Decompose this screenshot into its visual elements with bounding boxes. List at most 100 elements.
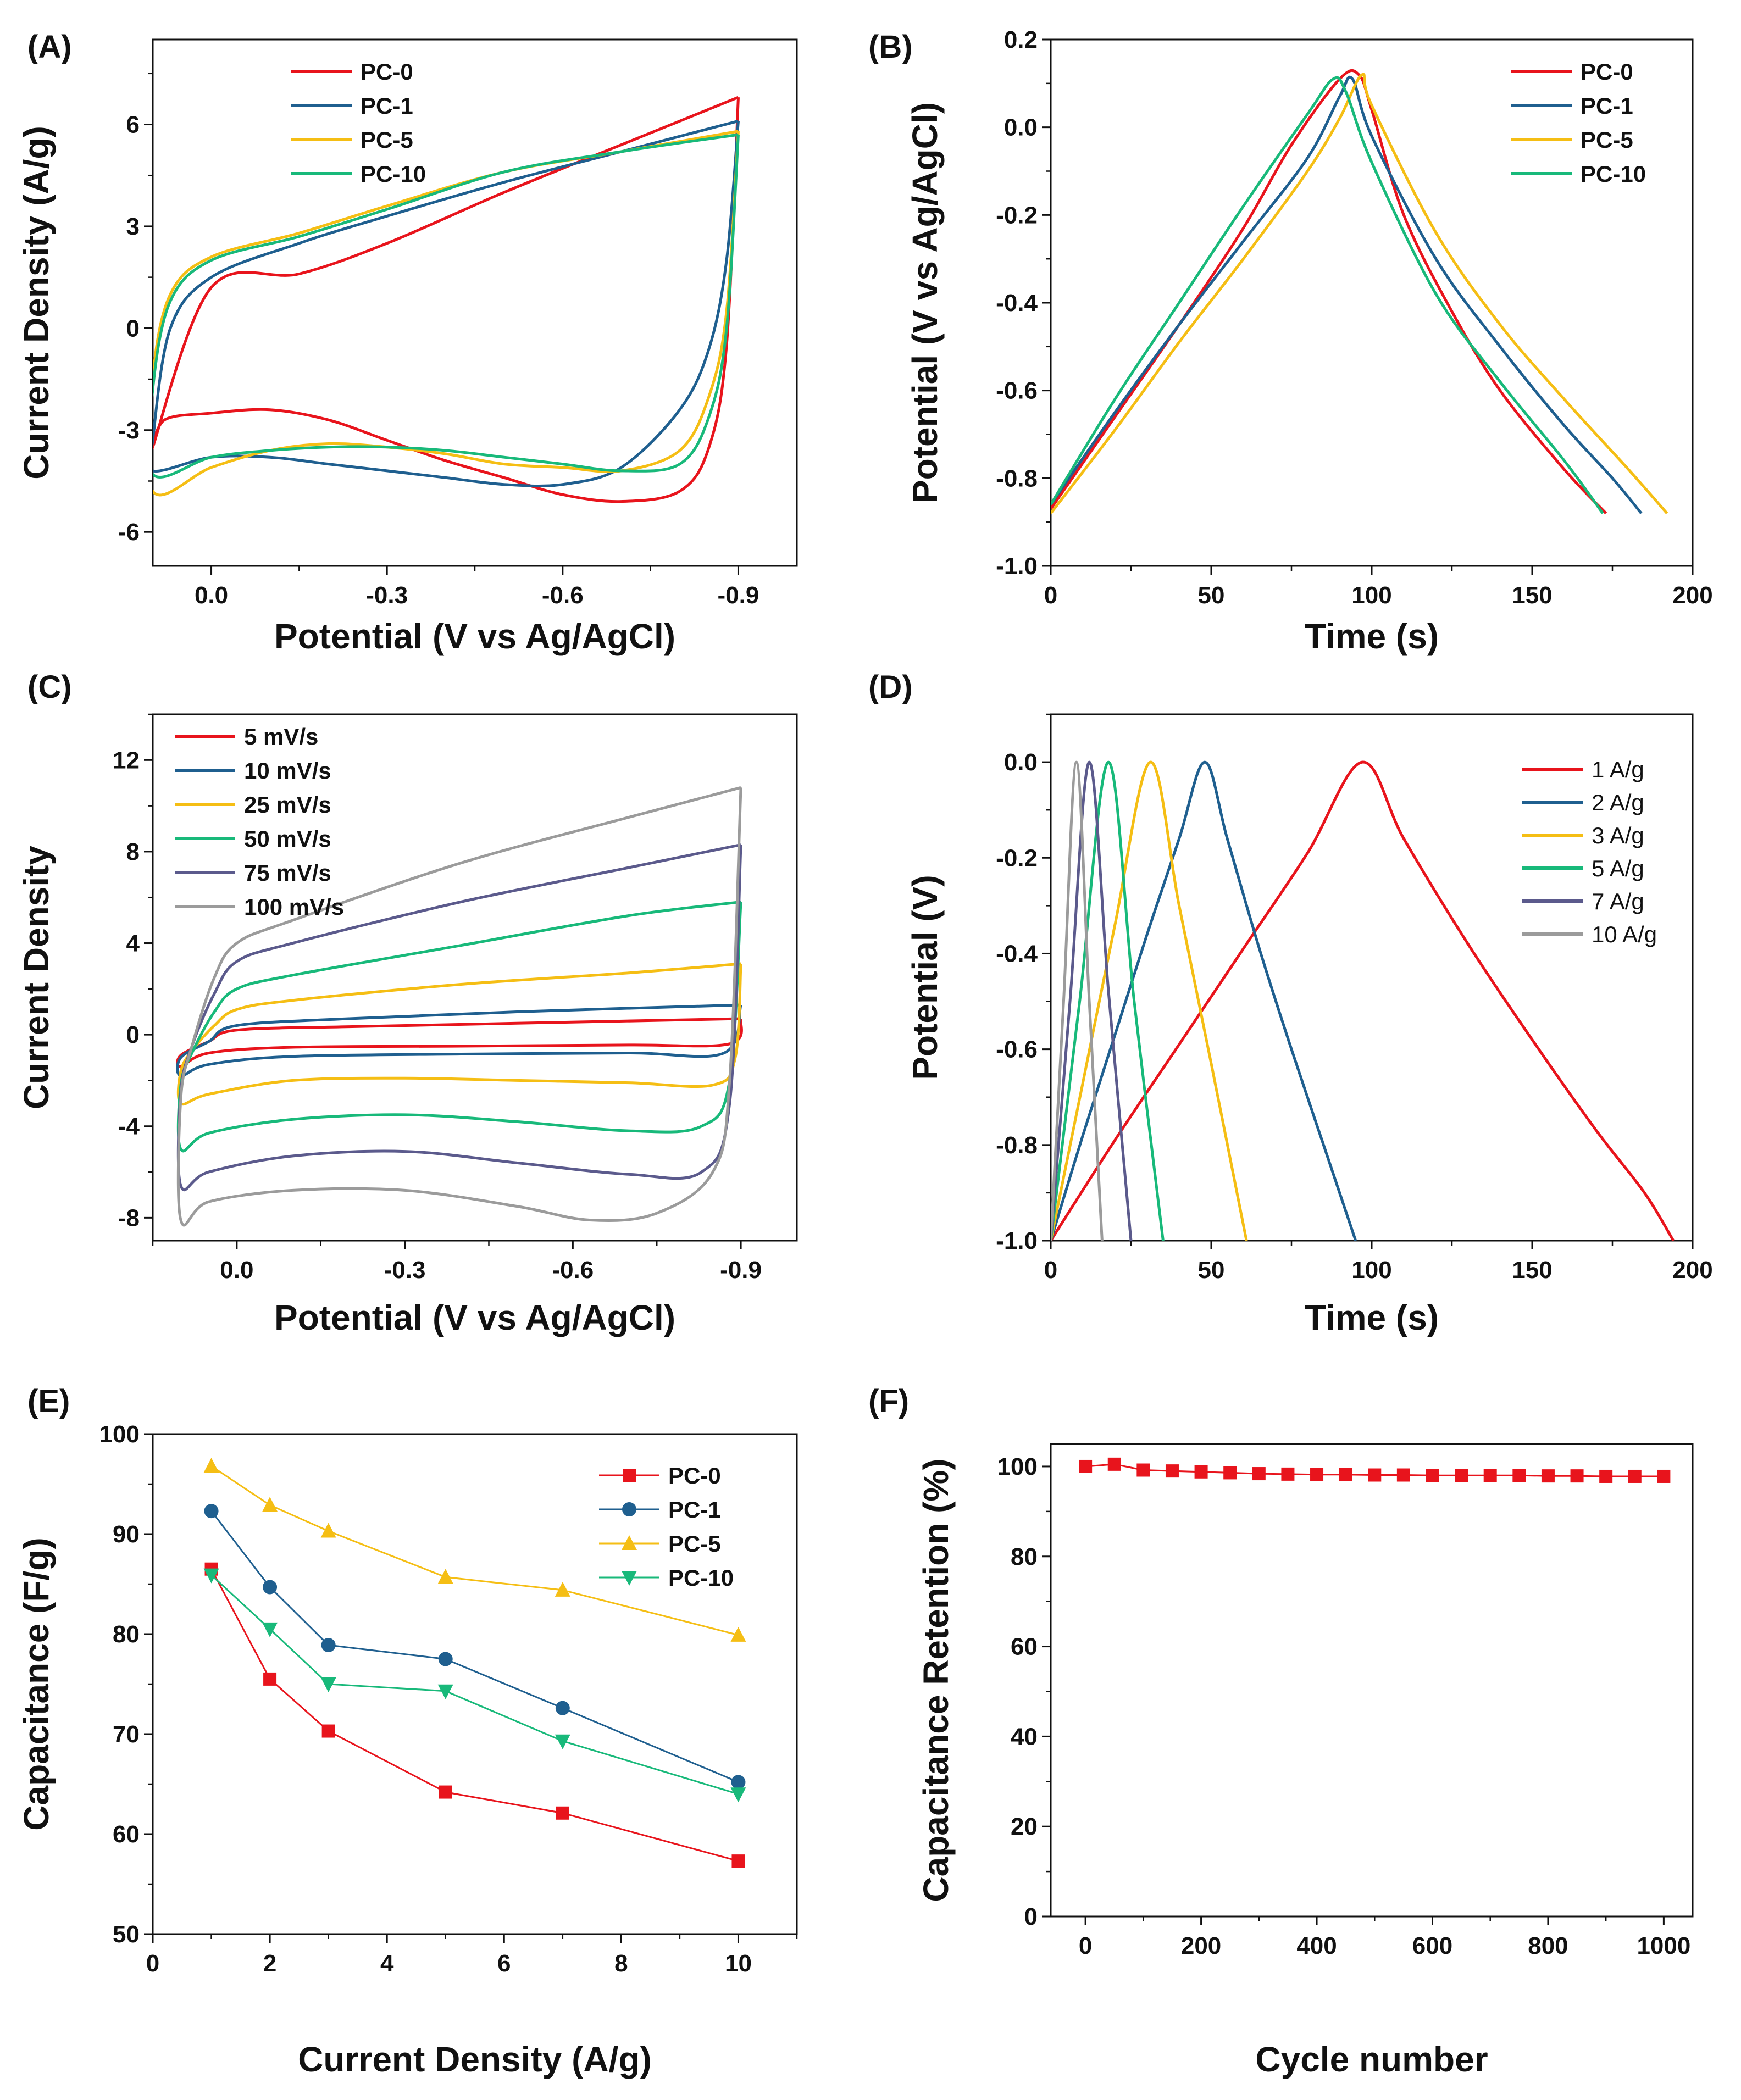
data-point xyxy=(555,1734,570,1749)
y-tick-label: 100 xyxy=(997,1453,1038,1480)
y-tick-label: 0 xyxy=(126,1021,140,1048)
data-point xyxy=(730,1626,746,1642)
data-point xyxy=(1194,1465,1208,1479)
legend-entry: 100 mV/s xyxy=(244,894,344,920)
series-line-pc-1 xyxy=(210,1510,739,1783)
data-point xyxy=(437,1569,453,1584)
panel-label-c: (C) xyxy=(27,669,72,705)
y-tick-label: 6 xyxy=(126,112,140,138)
series-line-2-a-g xyxy=(1051,760,1357,1241)
x-tick-label: 0 xyxy=(1044,582,1057,609)
x-axis-title: Potential (V vs Ag/AgCl) xyxy=(274,1298,675,1337)
data-point xyxy=(1570,1469,1584,1483)
data-point xyxy=(439,1785,452,1799)
y-tick-label: 50 xyxy=(113,1921,140,1948)
x-tick-label: 0.0 xyxy=(195,582,228,609)
y-axis-title: Current Density xyxy=(16,846,56,1110)
plot-frame xyxy=(152,713,798,1242)
data-point xyxy=(262,1622,278,1637)
legend-entry: 5 A/g xyxy=(1592,855,1644,881)
x-tick-label: 0 xyxy=(146,1950,159,1977)
y-tick-label: 0 xyxy=(1024,1903,1038,1930)
series-line-3-a-g xyxy=(1051,760,1248,1241)
y-tick-label: -0.4 xyxy=(996,940,1038,967)
data-point xyxy=(556,1806,569,1820)
legend-entry: 1 A/g xyxy=(1592,757,1644,782)
series-line-7-a-g xyxy=(1051,760,1133,1241)
chart-a: (A) 0.0 -0.3 -0.6 -0.9 -6 -3 0 3 6 Potential (V vs… xyxy=(16,29,798,656)
data-point xyxy=(1599,1469,1613,1483)
x-tick-label: 100 xyxy=(1351,582,1391,609)
legend-entry: PC-5 xyxy=(668,1531,721,1557)
y-axis-title: Capacitance Retention (%) xyxy=(916,1458,956,1902)
series-line-100-mv-s xyxy=(176,786,742,1227)
legend-entry: 10 mV/s xyxy=(244,758,331,784)
y-tick-label: 12 xyxy=(113,747,140,774)
legend-entry: PC-0 xyxy=(1581,59,1633,85)
y-tick-label: 60 xyxy=(113,1821,140,1848)
x-tick-label: 50 xyxy=(1198,1257,1225,1284)
x-tick-label: 200 xyxy=(1672,582,1712,609)
x-tick-label: 8 xyxy=(614,1950,628,1977)
data-point xyxy=(203,1458,219,1473)
series-line-pc-10 xyxy=(153,133,740,479)
x-tick-label: 4 xyxy=(380,1950,394,1977)
legend-entry: 25 mV/s xyxy=(244,792,331,818)
chart-b: (B) 0 50 100 150 200 -1.0 -0.8 -0.6 -0.4 -0.2 0.0 0.… xyxy=(868,26,1713,656)
data-point xyxy=(1426,1469,1439,1482)
data-point xyxy=(437,1684,453,1699)
x-tick-label: 1000 xyxy=(1637,1932,1690,1959)
legend-entry: PC-5 xyxy=(361,127,413,153)
x-tick-label: 0.0 xyxy=(220,1257,253,1284)
x-tick-label: 50 xyxy=(1198,582,1225,609)
y-tick-label: 80 xyxy=(113,1621,140,1648)
y-tick-label: -3 xyxy=(118,417,140,444)
x-tick-label: 0 xyxy=(1044,1257,1057,1284)
series-line-25-mv-s xyxy=(176,962,742,1106)
data-point xyxy=(321,1724,335,1738)
y-tick-label: 4 xyxy=(126,930,140,957)
data-point xyxy=(1455,1469,1468,1482)
panel-label-a: (A) xyxy=(27,29,72,65)
x-axis-title: Time (s) xyxy=(1305,1298,1439,1337)
y-tick-label: 0.0 xyxy=(1004,114,1038,141)
legend-entry: 50 mV/s xyxy=(244,826,331,852)
legend-entry: PC-10 xyxy=(361,161,426,187)
legend-entry: PC-10 xyxy=(1581,161,1646,187)
x-tick-label: 600 xyxy=(1412,1932,1452,1959)
y-axis-title: Potential (V vs Ag/AgCl) xyxy=(905,102,945,503)
x-tick-label: 150 xyxy=(1512,1257,1552,1284)
legend-entry: 2 A/g xyxy=(1592,790,1644,815)
data-point xyxy=(1281,1467,1295,1481)
series-line-5-a-g xyxy=(1051,760,1165,1241)
data-point xyxy=(1483,1469,1497,1482)
x-axis-title: Time (s) xyxy=(1305,616,1439,656)
data-point xyxy=(1512,1469,1526,1482)
data-point xyxy=(1165,1464,1179,1478)
x-tick-label: 150 xyxy=(1512,582,1552,609)
x-axis-title: Cycle number xyxy=(1255,2040,1488,2079)
y-tick-label: -8 xyxy=(118,1204,140,1231)
chart-e: (E) 0 2 4 6 8 10 50 60 70 80 90 100 Current Density (… xyxy=(16,1384,798,2079)
x-tick-label: 100 xyxy=(1351,1257,1391,1284)
legend-entry: PC-1 xyxy=(1581,93,1633,119)
y-tick-label: 0 xyxy=(126,315,140,342)
series-line-pc-1 xyxy=(153,119,740,487)
series-line-10-a-g xyxy=(1051,760,1104,1241)
legend-marker xyxy=(623,1469,636,1482)
legend-entry: 7 A/g xyxy=(1592,888,1644,914)
data-point xyxy=(320,1523,336,1538)
x-tick-label: 200 xyxy=(1181,1932,1221,1959)
x-tick-label: 200 xyxy=(1672,1257,1712,1284)
y-tick-label: -1.0 xyxy=(996,553,1038,580)
x-tick-label: -0.6 xyxy=(552,1257,594,1284)
legend-marker xyxy=(622,1502,636,1516)
chart-f: (F) 0 200 400 600 800 1000 0 20 40 60 80 100 Cycle nu… xyxy=(868,1384,1694,2079)
legend-entry: PC-0 xyxy=(668,1463,721,1488)
legend-entry: PC-5 xyxy=(1581,127,1633,153)
legend-marker xyxy=(622,1571,637,1586)
legend-entry: PC-10 xyxy=(668,1565,734,1591)
x-tick-label: -0.9 xyxy=(718,582,759,609)
y-tick-label: -1.0 xyxy=(996,1227,1038,1254)
